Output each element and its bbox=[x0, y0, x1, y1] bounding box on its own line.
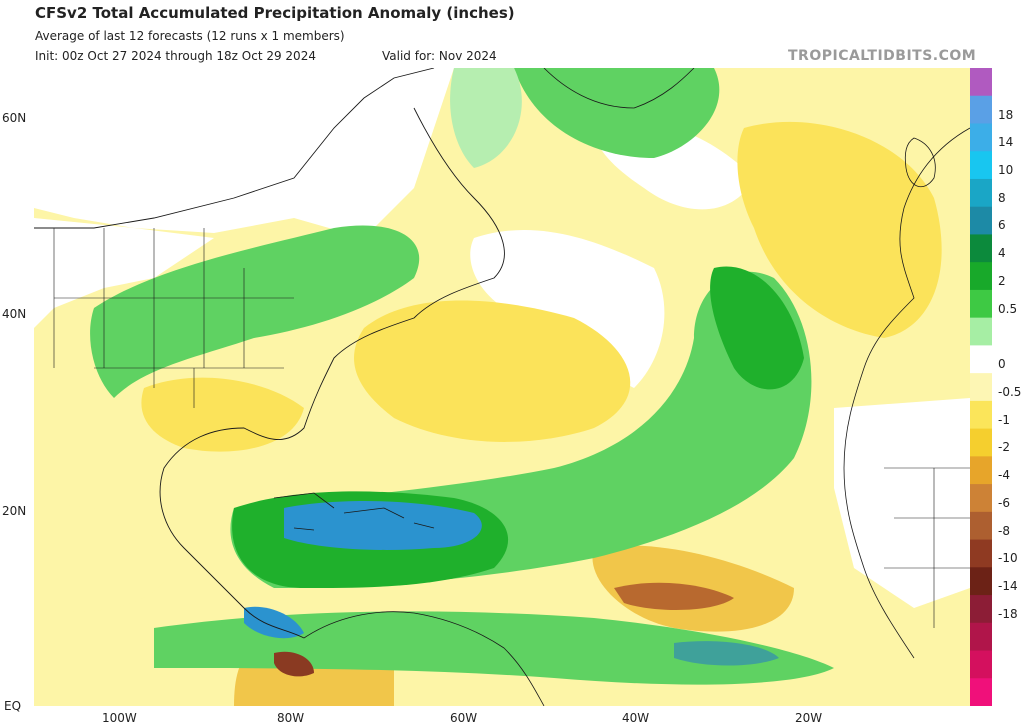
colorbar-segment bbox=[970, 234, 992, 263]
dry-region-northeast-atlantic bbox=[737, 121, 942, 338]
lat-label-40n: 40N bbox=[2, 307, 27, 321]
neutral-region-atlantic bbox=[470, 229, 665, 388]
colorbar-segment bbox=[970, 622, 992, 652]
chart-title: CFSv2 Total Accumulated Precipitation An… bbox=[35, 4, 515, 22]
colorbar-tick-label: 2 bbox=[998, 273, 1006, 288]
lat-label-eq: EQ bbox=[4, 699, 22, 713]
brand-watermark: TROPICALTIDBITS.COM bbox=[788, 48, 977, 64]
heavy-wet-itcz bbox=[674, 641, 779, 666]
lon-label-40w: 40W bbox=[622, 711, 650, 725]
colorbar-tick-label: -6 bbox=[998, 495, 1010, 510]
colorbar-segment bbox=[970, 206, 992, 235]
dry-region-central-atlantic bbox=[354, 300, 631, 442]
caribbean-islands bbox=[273, 492, 435, 531]
colorbar-tick-label: 0.5 bbox=[998, 301, 1018, 316]
colorbar-segment bbox=[970, 595, 992, 624]
colorbar-tick-label: -1 bbox=[998, 412, 1010, 427]
colorbar-tick-label: 14 bbox=[998, 135, 1014, 150]
colorbar-tick-label: -0.5 bbox=[998, 384, 1022, 399]
lat-label-20n: 20N bbox=[2, 504, 27, 518]
lat-label-60n: 60N bbox=[2, 111, 27, 125]
colorbar-segment bbox=[970, 456, 992, 485]
wet-band-itcz bbox=[154, 611, 834, 685]
colorbar-segment bbox=[970, 95, 992, 124]
neutral-region-land bbox=[34, 218, 214, 328]
heavy-dry-tropical-atlantic bbox=[614, 582, 734, 610]
heavy-wet-central-america bbox=[244, 606, 304, 639]
colorbar-tick-label: -10 bbox=[998, 551, 1018, 566]
colorbar-tick-label: 18 bbox=[998, 107, 1014, 122]
colorbar-tick-label: 8 bbox=[998, 190, 1006, 205]
heavy-wet-caribbean bbox=[284, 501, 482, 550]
colorbar-tick-label: -8 bbox=[998, 523, 1010, 538]
colorbar-segment bbox=[970, 678, 992, 706]
chart-subtitle: Average of last 12 forecasts (12 runs x … bbox=[35, 29, 345, 43]
dry-region-pacific bbox=[34, 505, 174, 612]
africa-borders bbox=[884, 467, 970, 628]
colorbar-tick-label: 0 bbox=[998, 357, 1006, 372]
dry-region-gulf bbox=[141, 377, 304, 452]
colorbar bbox=[970, 68, 992, 706]
colorbar-segment bbox=[970, 400, 992, 430]
lon-label-100w: 100W bbox=[102, 711, 137, 725]
south-america-coastline bbox=[303, 611, 545, 706]
lon-label-80w: 80W bbox=[277, 711, 305, 725]
colorbar-segment bbox=[970, 151, 992, 180]
neutral-region-north bbox=[34, 68, 454, 238]
precipitation-anomaly-map bbox=[34, 68, 970, 706]
init-time: Init: 00z Oct 27 2024 through 18z Oct 29… bbox=[35, 49, 316, 63]
british-isles bbox=[904, 137, 936, 188]
lon-label-60w: 60W bbox=[450, 711, 478, 725]
colorbar-segment bbox=[970, 317, 992, 346]
colorbar-segment bbox=[970, 345, 992, 374]
wet-band-east-atlantic bbox=[710, 266, 804, 390]
wet-band-north-america bbox=[90, 225, 420, 398]
greenland-coastline bbox=[543, 68, 695, 109]
europe-africa-coastline bbox=[843, 127, 970, 659]
valid-time: Valid for: Nov 2024 bbox=[382, 49, 497, 63]
colorbar-segment bbox=[970, 428, 992, 457]
us-state-borders bbox=[53, 228, 294, 408]
wet-band-labrador bbox=[450, 68, 522, 168]
colorbar-tick-label: 10 bbox=[998, 163, 1014, 177]
colorbar-segment bbox=[970, 373, 992, 402]
colorbar-segment bbox=[970, 539, 992, 568]
colorbar-segment bbox=[970, 123, 992, 152]
colorbar-segment bbox=[970, 178, 992, 208]
colorbar-segment bbox=[970, 567, 992, 596]
colorbar-segment bbox=[970, 289, 992, 319]
colorbar-tick-label: -14 bbox=[998, 579, 1018, 593]
north-america-coastline bbox=[34, 68, 505, 639]
colorbar-tick-label: 6 bbox=[998, 218, 1006, 233]
colorbar-segment bbox=[970, 68, 992, 97]
colorbar-segment bbox=[970, 484, 992, 513]
colorbar-tick-label: -2 bbox=[998, 440, 1010, 455]
colorbar-tick-label: -4 bbox=[998, 468, 1010, 483]
lon-label-20w: 20W bbox=[795, 711, 823, 725]
colorbar-tick-label: 4 bbox=[998, 246, 1006, 261]
colorbar-segment bbox=[970, 511, 992, 541]
colorbar-segment bbox=[970, 262, 992, 291]
heavy-dry-colombia bbox=[274, 651, 314, 677]
colorbar-segment bbox=[970, 650, 992, 679]
neutral-region-africa bbox=[834, 398, 970, 608]
colorbar-tick-label: -18 bbox=[998, 606, 1018, 621]
